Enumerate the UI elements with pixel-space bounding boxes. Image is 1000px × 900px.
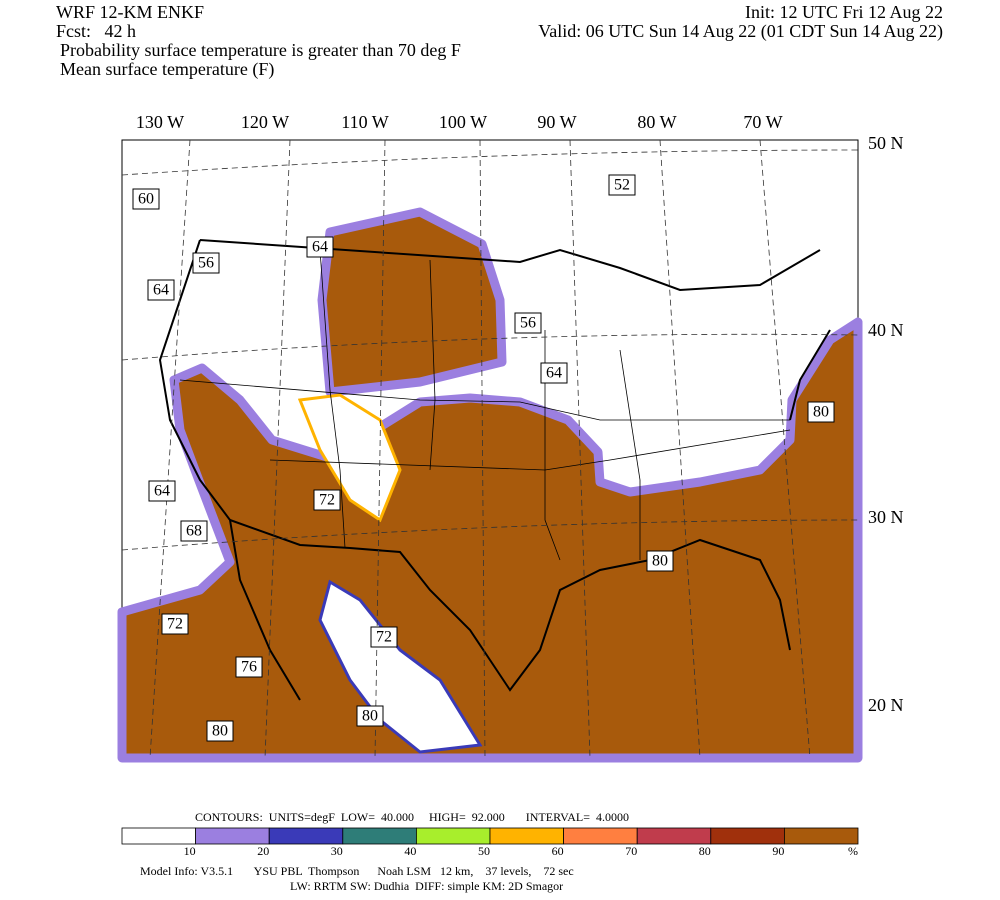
latitude-label: 20 N [868,695,904,715]
contour-label-box [608,174,636,196]
colorbar-unit: % [848,844,858,858]
longitude-label: 80 W [637,112,676,132]
longitude-label: 100 W [439,112,487,132]
contour-label: 56 [520,315,536,332]
longitude-label: 130 W [136,112,184,132]
contour-label-box [206,720,234,742]
colorbar-tick-label: 70 [625,844,637,858]
colorbar-segment [121,827,196,845]
cool-region [297,393,402,523]
colorbar-segment [195,827,270,845]
contour-label: 64 [154,483,170,500]
contour-label: 72 [167,616,183,633]
contour-label: 72 [376,629,392,646]
contour-label-box [370,626,398,648]
colorbar-segment [784,827,859,845]
field-description: Probability surface temperature is great… [60,40,461,60]
contour-label-box [147,279,175,301]
contour-label: 60 [138,191,154,208]
contour-label-box [306,236,334,258]
longitude-label: 70 W [743,112,782,132]
colorbar: 10 20 30 40 50 60 70 80 90% [121,827,859,858]
colorbar-segment [489,827,564,845]
forecast-hour: Fcst: 42 h [56,21,136,41]
contour-label: 64 [546,365,562,382]
contour-label: 68 [186,523,202,540]
init-time: Init: 12 UTC Fri 12 Aug 22 [745,2,943,22]
map-labels: 130 W 120 W 110 W 100 W 90 W 80 W 70 W 50 N 40 N… [132,112,904,742]
contour-label-box [540,362,568,384]
latitude-label: 50 N [868,133,904,153]
contour-label: 80 [652,553,668,570]
colorbar-segment [710,827,785,845]
contour-label-box [313,489,341,511]
model-info: LW: RRTM SW: Dudhia DIFF: simple KM: 2D … [290,879,563,893]
colorbar-segment [268,827,344,845]
borders [158,239,831,701]
colorbar-tick-label: 20 [257,844,269,858]
contour-info: CONTOURS: UNITS=degF LOW= 40.000 HIGH= 9… [195,810,629,824]
colorbar-tick-label: 60 [552,844,564,858]
contour-label: 52 [614,177,630,194]
contour-label: 76 [241,659,257,676]
valid-time: Valid: 06 UTC Sun 14 Aug 22 (01 CDT Sun … [538,21,943,42]
contour-label-box [148,480,176,502]
cool-region [318,579,483,754]
colorbar-segment [342,827,417,845]
model-info: Model Info: V3.5.1 YSU PBL Thompson Noah… [140,864,574,878]
contour-label-box [356,705,384,727]
contour-label: 56 [198,255,214,272]
colorbar-tick-label: 90 [772,844,784,858]
field-description: Mean surface temperature (F) [60,59,274,80]
graticule [121,139,859,759]
model-title: WRF 12-KM ENKF [56,2,204,22]
colorbar-segment [563,827,638,845]
contour-label-box [180,520,208,542]
map [117,139,863,763]
colorbar-tick-label: 40 [404,844,416,858]
longitude-label: 120 W [241,112,289,132]
contour-label: 80 [212,723,228,740]
contour-label-box [646,550,674,572]
contour-label: 80 [813,404,829,421]
colorbar-tick-label: 10 [184,844,196,858]
colorbar-segment [415,827,491,845]
colorbar-segment [636,827,712,845]
contour-label: 64 [153,282,169,299]
contour-label-box [192,252,220,274]
state-lines [179,249,791,561]
longitude-label: 110 W [341,112,389,132]
contour-label-box [235,656,263,678]
colorbar-tick-label: 50 [478,844,490,858]
colorbar-tick-label: 30 [331,844,343,858]
contour-label-box [132,188,160,210]
contour-label: 64 [312,239,328,256]
colorbar-tick-label: 80 [699,844,711,858]
contour-label-box [514,312,542,334]
contour-label-box [161,613,189,635]
longitude-label: 90 W [537,112,576,132]
contour-label: 72 [319,492,335,509]
latitude-label: 40 N [868,320,904,340]
contour-label-box [807,401,835,423]
latitude-label: 30 N [868,507,904,527]
contour-label: 80 [362,708,378,725]
